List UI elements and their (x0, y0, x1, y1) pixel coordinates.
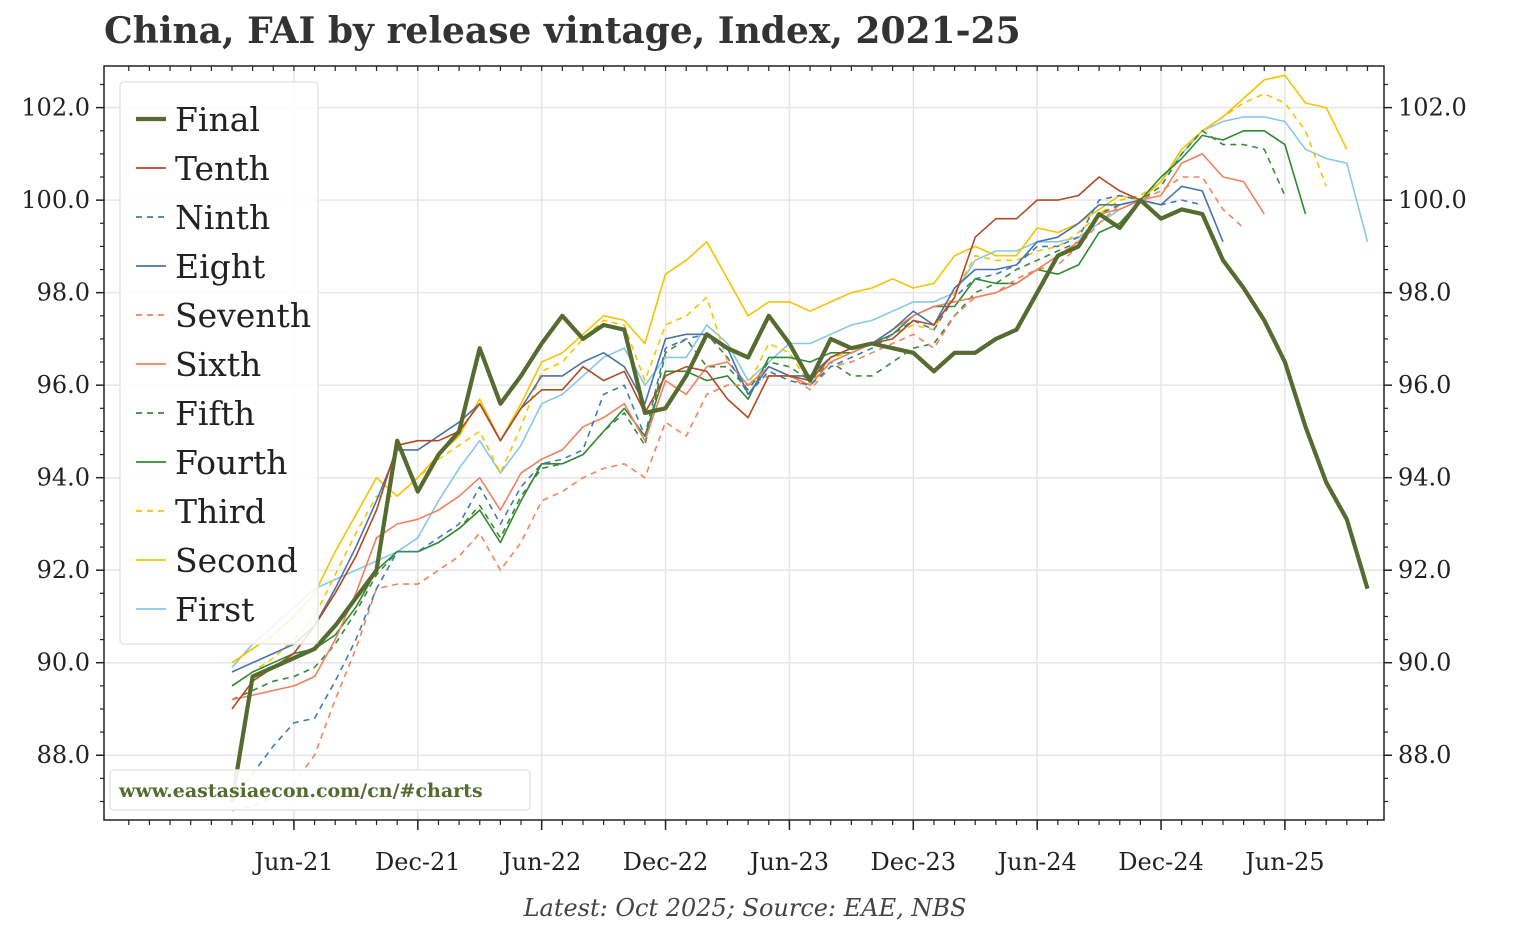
series-line-sixth (231, 153, 1265, 701)
x-tick-label: Jun-21 (251, 848, 333, 876)
legend-label-first: First (175, 590, 254, 629)
x-tick-label: Jun-24 (995, 848, 1077, 876)
y-tick-label-left: 92.0 (37, 556, 90, 584)
x-tick-label: Jun-23 (747, 848, 829, 876)
series-line-final (229, 198, 1370, 802)
plot-border (103, 65, 1385, 821)
y-tick-label-right: 90.0 (1398, 649, 1451, 677)
watermark: www.eastasiaecon.com/cn/#charts (109, 769, 531, 811)
series-line-seventh (231, 176, 1245, 812)
legend-label-third: Third (175, 492, 266, 531)
y-tick-label-right: 96.0 (1398, 371, 1451, 399)
x-tick-label: Dec-21 (375, 848, 461, 876)
legend-label-final: Final (175, 100, 260, 139)
x-tick-label: Dec-23 (871, 848, 957, 876)
legend-label-fourth: Fourth (175, 443, 288, 482)
legend-label-fifth: Fifth (175, 394, 255, 433)
y-tick-label-right: 94.0 (1398, 464, 1451, 492)
y-tick-label-left: 96.0 (37, 371, 90, 399)
source-footnote: Latest: Oct 2025; Source: EAE, NBS (523, 894, 967, 922)
y-tick-label-right: 92.0 (1398, 556, 1451, 584)
y-tick-label-left: 90.0 (37, 649, 90, 677)
x-tick-label: Dec-22 (623, 848, 709, 876)
chart-title: China, FAI by release vintage, Index, 20… (104, 10, 1021, 52)
series-line-first (231, 116, 1369, 668)
y-tick-label-left: 94.0 (37, 464, 90, 492)
legend-label-seventh: Seventh (175, 296, 311, 335)
y-tick-label-left: 88.0 (37, 741, 90, 769)
legend-label-eight: Eight (175, 247, 265, 286)
series-layer (229, 74, 1370, 812)
legend-label-ninth: Ninth (175, 198, 270, 237)
watermark-text: www.eastasiaecon.com/cn/#charts (118, 780, 483, 802)
y-tick-label-right: 98.0 (1398, 279, 1451, 307)
x-tick-label: Dec-24 (1118, 848, 1204, 876)
x-tick-label: Jun-22 (499, 848, 581, 876)
y-tick-label-left: 98.0 (37, 279, 90, 307)
series-line-third (231, 93, 1327, 687)
watermark-box (109, 769, 531, 811)
y-tick-label-left: 100.0 (21, 186, 90, 214)
plot-frame (103, 65, 1385, 821)
y-tick-label-right: 100.0 (1398, 186, 1467, 214)
legend-label-sixth: Sixth (175, 345, 261, 384)
axis-ticks: 88.0 88.0 90.0 90.0 92.0 92.0 94.0 94.0 96.0 96.0… (21, 66, 1467, 876)
y-tick-label-right: 88.0 (1398, 741, 1451, 769)
series-line-ninth (231, 194, 1203, 802)
series-line-eight (231, 185, 1224, 673)
series-line-fourth (231, 130, 1307, 687)
x-tick-label: Jun-25 (1242, 848, 1324, 876)
legend: Final Tenth Ninth Eight Seventh Sixth Fifth Fou… (119, 81, 319, 645)
y-tick-label-left: 102.0 (21, 94, 90, 122)
legend-box (119, 81, 319, 645)
legend-label-second: Second (175, 541, 298, 580)
y-tick-label-right: 102.0 (1398, 94, 1467, 122)
series-line-tenth (231, 176, 1141, 710)
legend-label-tenth: Tenth (175, 149, 270, 188)
